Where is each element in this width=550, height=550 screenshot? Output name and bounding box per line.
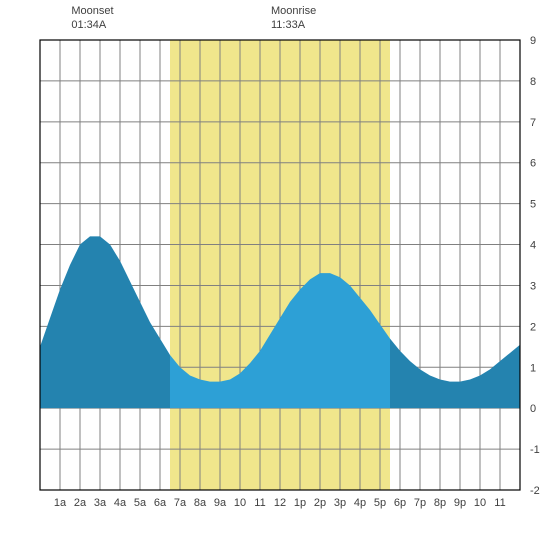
- x-tick-label: 2a: [74, 497, 87, 509]
- y-tick-label: 8: [530, 76, 536, 88]
- x-tick-label: 7p: [414, 497, 426, 509]
- y-tick-label: 0: [530, 403, 536, 415]
- y-tick-label: -1: [530, 444, 540, 456]
- y-tick-label: -2: [530, 485, 540, 497]
- x-tick-label: 1p: [294, 497, 306, 509]
- y-tick-label: 9: [530, 35, 536, 47]
- x-tick-label: 8p: [434, 497, 446, 509]
- y-tick-label: 5: [530, 199, 536, 211]
- x-tick-label: 4p: [354, 497, 366, 509]
- chart-svg: 1a2a3a4a5a6a7a8a9a1011121p2p3p4p5p6p7p8p…: [0, 0, 550, 550]
- y-tick-label: 7: [530, 117, 536, 129]
- x-tick-label: 10: [234, 497, 246, 509]
- x-tick-label: 9a: [214, 497, 227, 509]
- y-tick-label: 4: [530, 240, 536, 252]
- moonset-time: 01:34A: [71, 19, 107, 31]
- x-tick-label: 11: [254, 497, 265, 509]
- y-tick-label: 6: [530, 158, 536, 170]
- x-tick-label: 5p: [374, 497, 386, 509]
- tide-chart: 1a2a3a4a5a6a7a8a9a1011121p2p3p4p5p6p7p8p…: [0, 0, 550, 550]
- x-tick-label: 6p: [394, 497, 406, 509]
- x-tick-label: 4a: [114, 497, 127, 509]
- x-axis-labels: 1a 2a 3a 4a 5a 6a 7a 8a 9a 10 11 12 1p 2p 3p 4p 5p 6p 7p 8p…: [54, 497, 506, 509]
- x-tick-label: 5a: [134, 497, 147, 509]
- moonrise-title: Moonrise: [271, 5, 316, 17]
- x-tick-label: 3a: [94, 497, 107, 509]
- x-tick-label: 1a: [54, 497, 67, 509]
- x-tick-label: 9p: [454, 497, 466, 509]
- y-tick-label: 1: [530, 362, 536, 374]
- x-tick-label: 10: [474, 497, 486, 509]
- x-tick-label: 6a: [154, 497, 167, 509]
- x-tick-label: 11: [494, 497, 505, 509]
- x-tick-label: 12: [274, 497, 286, 509]
- moonset-title: Moonset: [71, 5, 113, 17]
- y-tick-label: 3: [530, 280, 536, 292]
- moonrise-time: 11:33A: [271, 19, 306, 31]
- x-tick-label: 7a: [174, 497, 187, 509]
- y-tick-label: 2: [530, 321, 536, 333]
- x-tick-label: 2p: [314, 497, 326, 509]
- x-tick-label: 8a: [194, 497, 207, 509]
- x-tick-label: 3p: [334, 497, 346, 509]
